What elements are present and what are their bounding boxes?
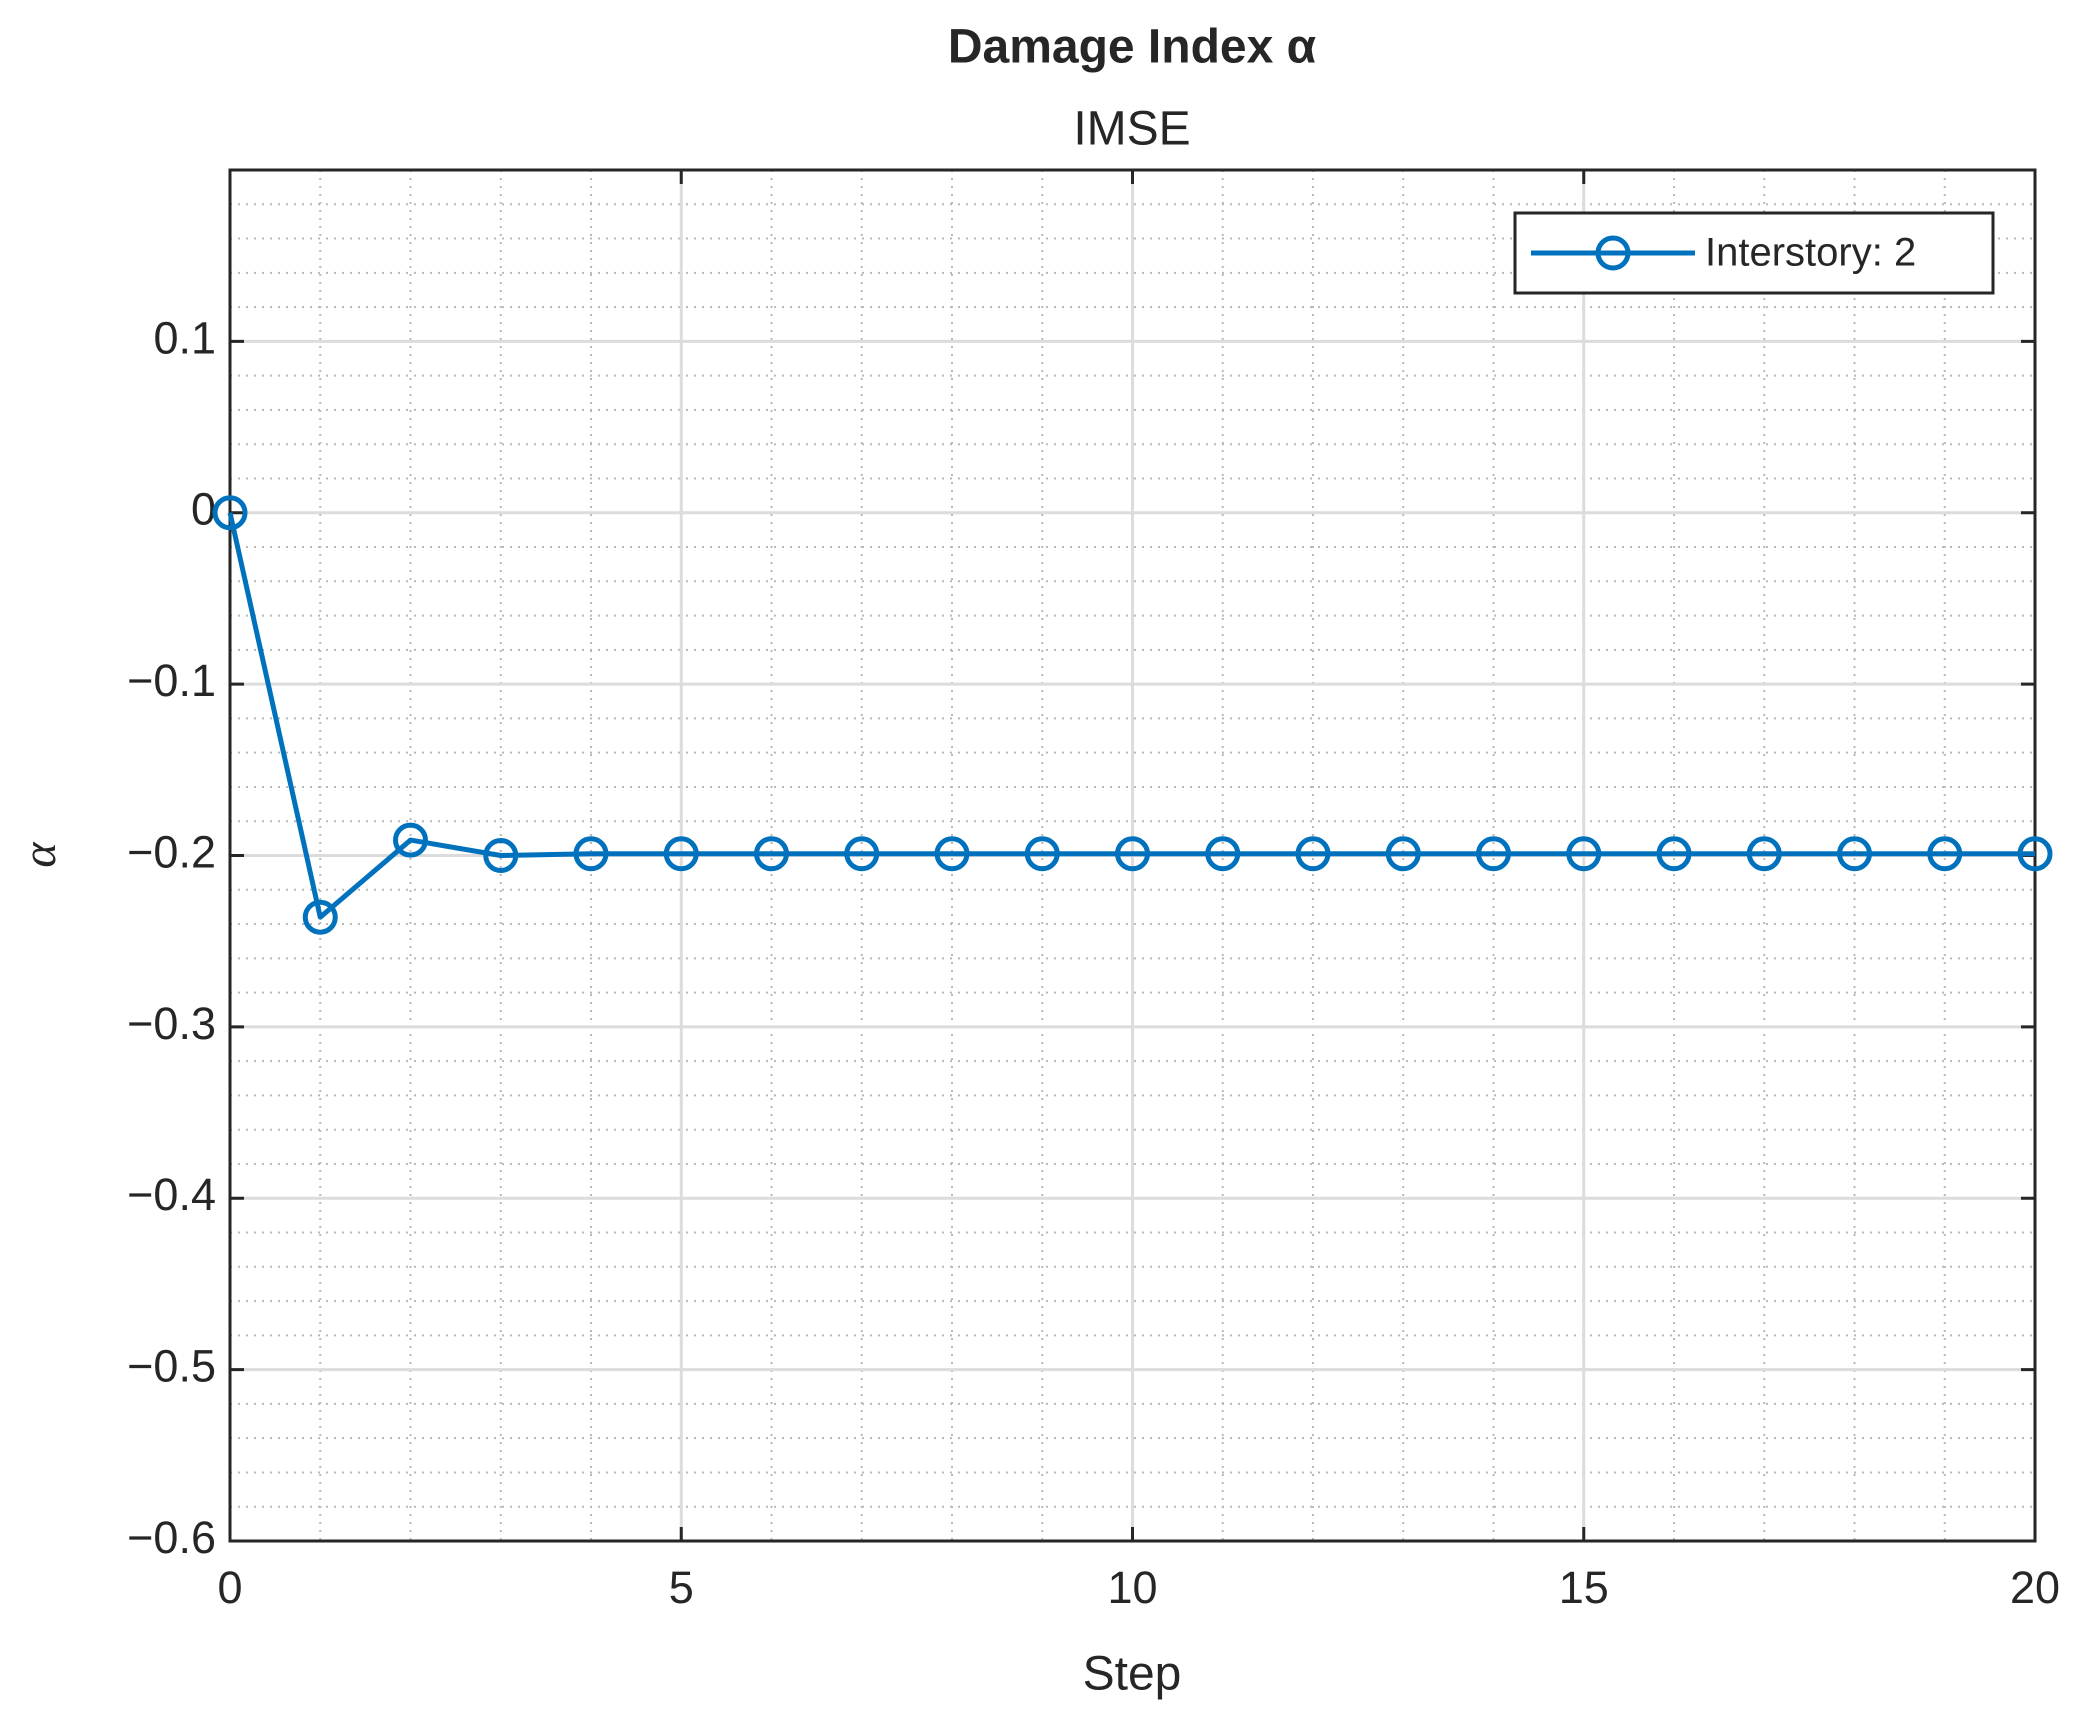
chart-title: Damage Index α <box>948 21 1317 74</box>
chart-subtitle: IMSE <box>1073 103 1190 156</box>
legend: Interstory: 2 <box>1513 211 1995 295</box>
data-point <box>2017 836 2053 872</box>
data-point <box>1566 836 1602 872</box>
y-tick-label: 0 <box>191 484 216 535</box>
data-point <box>302 899 338 935</box>
y-tick-label: −0.1 <box>127 655 216 706</box>
data-point <box>844 836 880 872</box>
data-point <box>1476 836 1511 872</box>
data-point <box>1927 836 1963 872</box>
y-tick-label: −0.3 <box>127 998 216 1049</box>
data-point <box>1656 836 1692 872</box>
data-point <box>1746 836 1782 872</box>
legend-marker <box>1595 235 1631 271</box>
y-axis-label: α <box>13 842 66 868</box>
data-point <box>1205 836 1241 872</box>
data-point <box>483 838 519 873</box>
data-point <box>754 836 789 872</box>
x-tick-label: 0 <box>217 1562 242 1613</box>
y-tick-label: −0.5 <box>127 1341 216 1392</box>
data-point <box>212 495 248 531</box>
data-point <box>663 836 699 872</box>
data-point <box>1385 836 1421 872</box>
data-point <box>1115 836 1150 872</box>
data-point <box>573 836 609 872</box>
x-axis-label: Step <box>1083 1648 1182 1701</box>
x-tick-label: 5 <box>669 1562 694 1613</box>
x-tick-label: 20 <box>2010 1562 2060 1613</box>
x-tick-label: 15 <box>1559 1562 1609 1613</box>
data-line <box>227 512 2035 920</box>
legend-label: Interstory: 2 <box>1705 231 1916 275</box>
data-point <box>1295 836 1331 872</box>
y-tick-label: −0.6 <box>127 1512 216 1563</box>
x-tick-label: 10 <box>1107 1562 1157 1613</box>
data-point <box>393 822 428 858</box>
data-point <box>934 836 970 872</box>
y-tick-label: −0.2 <box>127 826 216 877</box>
y-tick-label: −0.4 <box>127 1169 216 1220</box>
data-point <box>1024 836 1060 872</box>
y-tick-label: 0.1 <box>153 312 216 363</box>
data-point <box>1837 836 1872 872</box>
